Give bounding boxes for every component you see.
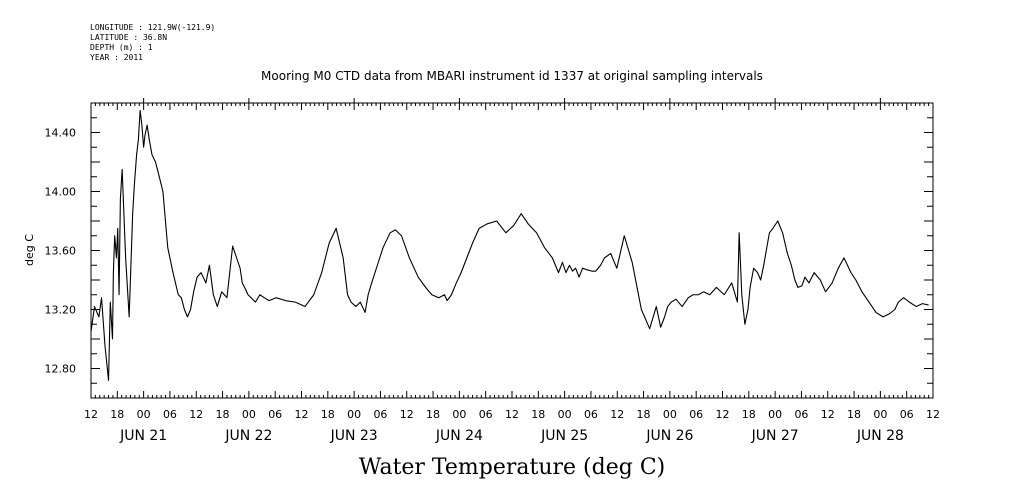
x-hour-label: 06 xyxy=(373,408,387,421)
x-hour-label: 12 xyxy=(84,408,98,421)
x-hour-label: 18 xyxy=(847,408,861,421)
x-hour-label: 18 xyxy=(426,408,440,421)
x-hour-label: 00 xyxy=(137,408,151,421)
x-hour-label: 00 xyxy=(663,408,677,421)
y-axis-ticks xyxy=(91,117,933,384)
x-hour-label: 06 xyxy=(689,408,703,421)
x-hour-label: 18 xyxy=(110,408,124,421)
x-hour-label: 06 xyxy=(794,408,808,421)
y-tick-label: 13.20 xyxy=(45,304,77,317)
series-group xyxy=(90,109,929,381)
longitude-label: LONGITUDE : 121.9W(-121.9) xyxy=(90,23,215,32)
x-hour-label: 18 xyxy=(637,408,651,421)
x-hour-label: 12 xyxy=(505,408,519,421)
y-tick-label: 12.80 xyxy=(45,363,77,376)
x-hour-label: 12 xyxy=(189,408,203,421)
x-date-label: JUN 23 xyxy=(330,428,378,444)
x-date-label: JUN 22 xyxy=(224,428,272,444)
x-hour-label: 00 xyxy=(558,408,572,421)
x-hour-label: 06 xyxy=(163,408,177,421)
y-axis-label: deg C xyxy=(23,234,36,266)
series-line-0 xyxy=(90,109,929,381)
x-hour-label: 18 xyxy=(216,408,230,421)
year-label: YEAR : 2011 xyxy=(90,53,143,62)
x-hour-label: 18 xyxy=(742,408,756,421)
x-date-label: JUN 28 xyxy=(856,428,904,444)
x-hour-label: 00 xyxy=(768,408,782,421)
x-axis-date-labels: JUN 21 JUN 22 JUN 23 JUN 24 JUN 25 JUN 26 JUN … xyxy=(119,428,904,444)
x-date-label: JUN 27 xyxy=(751,428,799,444)
chart-title: Mooring M0 CTD data from MBARI instrumen… xyxy=(261,69,763,83)
x-hour-label: 00 xyxy=(242,408,256,421)
x-axis-ticks xyxy=(90,98,934,398)
x-hour-label: 12 xyxy=(821,408,835,421)
x-hour-label: 06 xyxy=(268,408,282,421)
x-date-label: JUN 25 xyxy=(540,428,588,444)
y-tick-label: 14.40 xyxy=(45,127,77,140)
y-tick-label: 13.60 xyxy=(45,245,77,258)
x-hour-label: 06 xyxy=(584,408,598,421)
depth-label: DEPTH (m) : 1 xyxy=(90,43,153,52)
x-hour-label: 06 xyxy=(479,408,493,421)
y-axis-tick-labels: 12.80 13.20 13.60 14.00 14.40 xyxy=(45,127,77,376)
x-axis-hour-labels: 12 18 00 06 12 18 00 06 12 18 00 06 12 18 00 06 12 18 00 06… xyxy=(84,408,940,421)
plot-frame xyxy=(90,102,934,399)
x-hour-label: 18 xyxy=(321,408,335,421)
x-axis-title: Water Temperature (deg C) xyxy=(359,455,666,480)
x-hour-label: 12 xyxy=(295,408,309,421)
x-hour-label: 00 xyxy=(873,408,887,421)
x-hour-label: 12 xyxy=(400,408,414,421)
x-hour-label: 12 xyxy=(610,408,624,421)
x-date-label: JUN 26 xyxy=(645,428,693,444)
x-hour-label: 12 xyxy=(926,408,940,421)
latitude-label: LATITUDE : 36.8N xyxy=(90,33,167,42)
x-date-label: JUN 21 xyxy=(119,428,167,444)
x-date-label: JUN 24 xyxy=(435,428,483,444)
x-hour-label: 00 xyxy=(452,408,466,421)
x-hour-label: 00 xyxy=(347,408,361,421)
x-hour-label: 18 xyxy=(531,408,545,421)
y-tick-label: 14.00 xyxy=(45,186,77,199)
x-hour-label: 06 xyxy=(900,408,914,421)
x-hour-label: 12 xyxy=(716,408,730,421)
